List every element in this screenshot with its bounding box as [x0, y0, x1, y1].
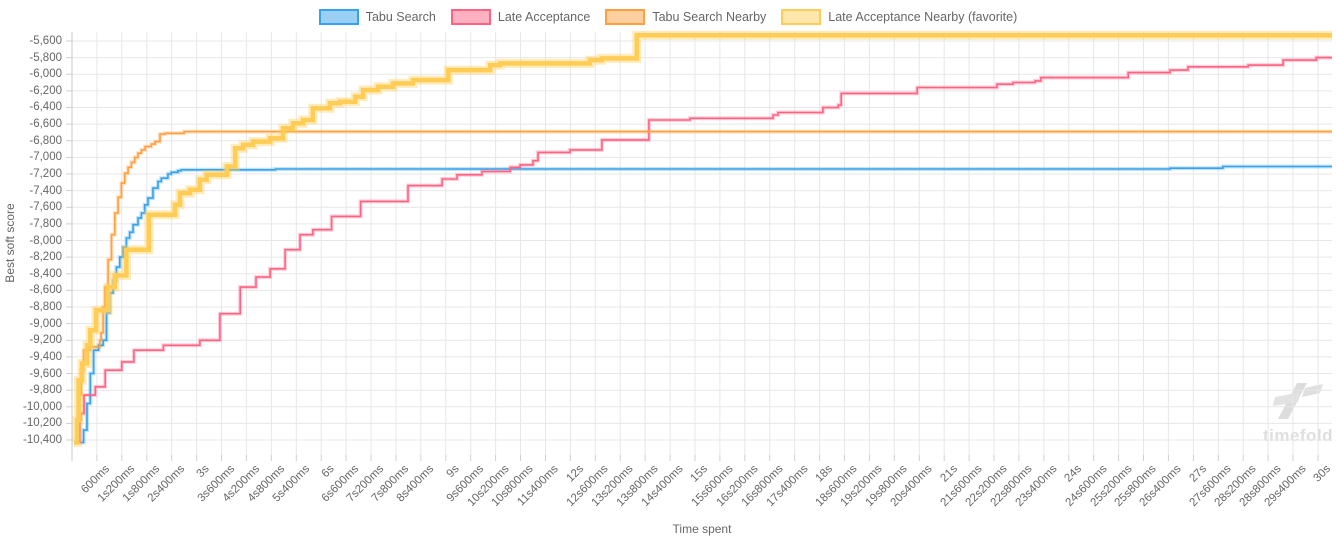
y-axis-tick-label: -5,600: [29, 34, 62, 47]
legend-swatch-icon: [781, 9, 822, 25]
series-line: [74, 130, 1332, 444]
y-axis-tick-label: -10,000: [22, 400, 62, 413]
y-axis-tick-label: -9,400: [29, 350, 62, 363]
y-axis-tick-label: -10,200: [22, 417, 62, 430]
y-axis-tick-label: -7,200: [29, 167, 62, 180]
legend-item-late-acceptance[interactable]: Late Acceptance: [450, 9, 591, 25]
series-line: [74, 56, 1332, 444]
y-axis-tick-label: -7,400: [29, 184, 62, 197]
y-axis-tick-label: -9,000: [29, 317, 62, 330]
legend-swatch-icon: [450, 9, 491, 25]
legend-label: Late Acceptance Nearby (favorite): [828, 9, 1018, 24]
y-axis-tick-label: -8,600: [29, 284, 62, 297]
y-axis-tick-label: -6,400: [29, 101, 62, 114]
series-halo: [80, 164, 1332, 445]
y-axis-tick-label: -6,000: [29, 68, 62, 81]
y-axis-tick-label: -8,200: [29, 251, 62, 264]
y-axis-title: Best soft score: [3, 203, 17, 283]
legend-item-tabu-search[interactable]: Tabu Search: [318, 9, 436, 25]
y-axis-tick-label: -7,600: [29, 201, 62, 214]
y-axis-tick-label: -8,000: [29, 234, 62, 247]
chart-legend: Tabu Search Late Acceptance Tabu Search Ne…: [0, 7, 1336, 27]
y-axis-tick-label: -7,800: [29, 217, 62, 230]
y-axis-tick-label: -10,400: [22, 434, 62, 447]
x-axis-title: Time spent: [672, 522, 732, 536]
y-axis-tick-label: -8,400: [29, 267, 62, 280]
y-axis-tick-label: -9,200: [29, 334, 62, 347]
y-axis-tick-label: -9,800: [29, 384, 62, 397]
y-axis-tick-label: -9,600: [29, 367, 62, 380]
legend-item-tabu-search-nearby[interactable]: Tabu Search Nearby: [605, 9, 766, 25]
series-line: [74, 32, 1332, 445]
series-line: [80, 165, 1332, 444]
legend-label: Tabu Search: [365, 9, 436, 24]
legend-item-late-acceptance-nearby-favorite[interactable]: Late Acceptance Nearby (favorite): [781, 9, 1017, 25]
legend-swatch-icon: [318, 9, 359, 25]
y-axis-tick-label: -5,800: [29, 51, 62, 64]
y-axis-tick-label: -8,800: [29, 301, 62, 314]
y-axis-tick-label: -6,800: [29, 134, 62, 147]
legend-label: Tabu Search Nearby: [652, 9, 767, 24]
y-axis-tick-label: -6,200: [29, 84, 62, 97]
y-axis-tick-label: -6,600: [29, 118, 62, 131]
y-axis-tick-label: -7,000: [29, 151, 62, 164]
legend-label: Late Acceptance: [497, 9, 591, 24]
legend-swatch-icon: [605, 9, 646, 25]
